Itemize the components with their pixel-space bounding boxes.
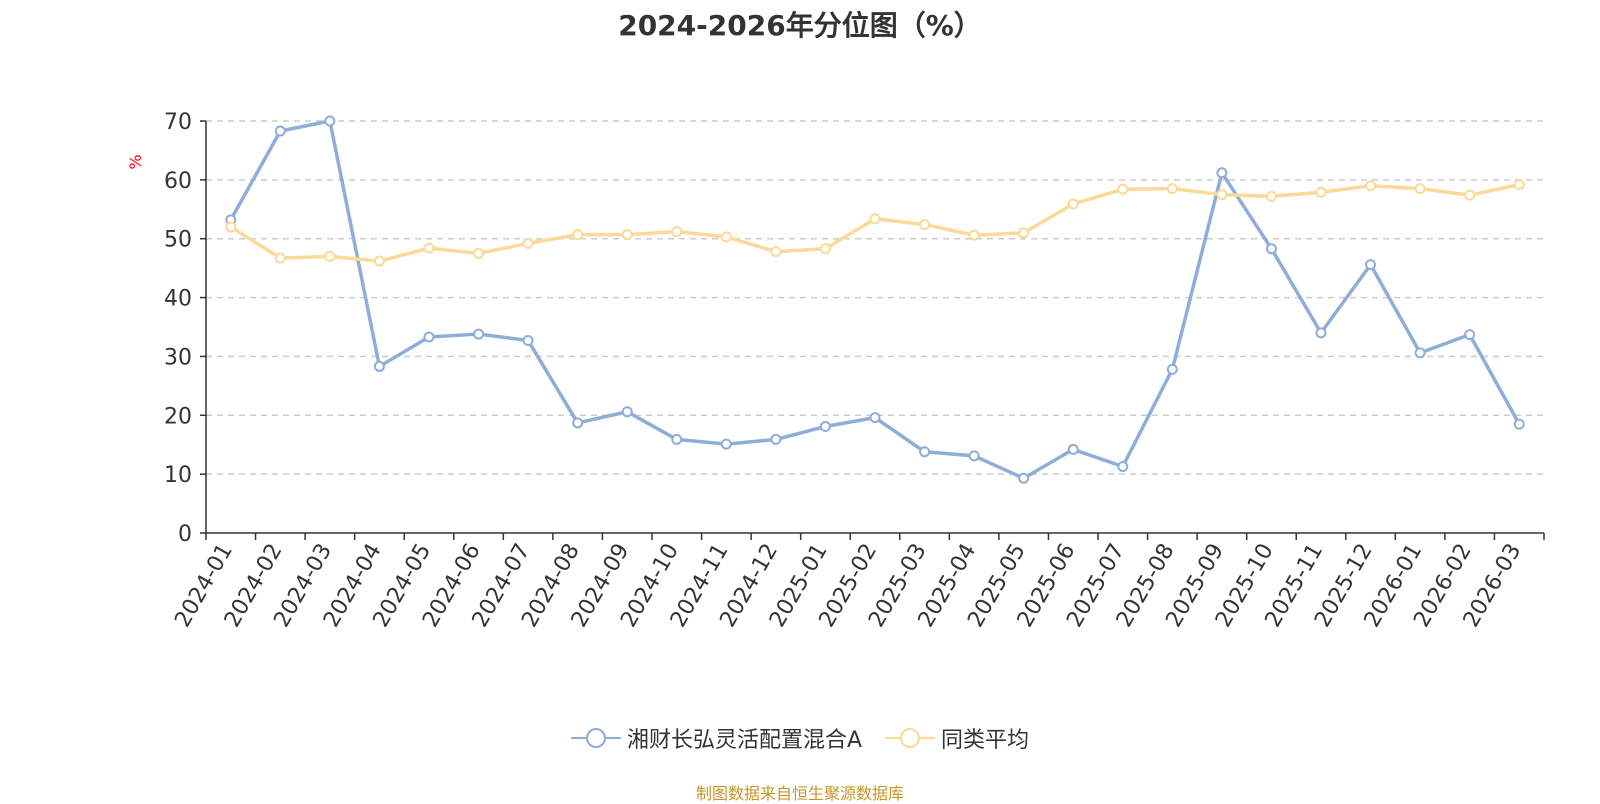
- legend-swatch-peer-average: [885, 728, 936, 748]
- legend-item-peer-average[interactable]: 同类平均: [885, 722, 1029, 754]
- data-point-peer-average-2025-04: [968, 229, 980, 241]
- data-point-fund-2025-07: [1117, 460, 1129, 472]
- data-point-fund-2026-03: [1513, 418, 1525, 430]
- data-point-peer-average-2024-11: [720, 231, 732, 243]
- data-point-peer-average-2025-09: [1216, 189, 1228, 201]
- data-point-peer-average-2025-11: [1315, 186, 1327, 198]
- data-point-peer-average-2024-05: [423, 242, 435, 254]
- data-point-fund-2025-03: [919, 446, 931, 458]
- data-point-peer-average-2024-12: [770, 246, 782, 258]
- legend-swatch-fund: [570, 728, 621, 748]
- data-point-peer-average-2025-01: [819, 243, 831, 255]
- data-point-fund-2025-11: [1315, 327, 1327, 339]
- y-tick-label-40: 40: [164, 287, 192, 312]
- data-point-fund-2024-03: [324, 115, 336, 127]
- data-point-fund-2025-09: [1216, 167, 1228, 179]
- legend-label-fund: 湘财长弘灵活配置混合A: [626, 728, 863, 753]
- data-point-fund-2024-04: [373, 360, 385, 372]
- data-point-peer-average-2024-09: [621, 229, 633, 241]
- data-point-peer-average-2026-01: [1414, 183, 1426, 195]
- data-point-fund-2024-05: [423, 331, 435, 343]
- y-tick-label-70: 70: [164, 110, 192, 135]
- axis-layer: 0102030405060702024-012024-022024-032024…: [164, 110, 1545, 632]
- data-point-fund-2024-10: [671, 433, 683, 445]
- data-point-fund-2025-04: [968, 450, 980, 462]
- legend-item-fund[interactable]: 湘财长弘灵活配置混合A: [570, 722, 863, 754]
- data-point-peer-average-2025-06: [1067, 198, 1079, 210]
- y-tick-label-0: 0: [178, 522, 192, 547]
- data-point-fund-2026-02: [1464, 329, 1476, 341]
- y-axis-unit-label: %: [126, 154, 145, 169]
- data-point-peer-average-2025-03: [919, 219, 931, 231]
- data-point-peer-average-2026-02: [1464, 189, 1476, 201]
- data-point-peer-average-2024-03: [324, 250, 336, 262]
- grid-layer: [206, 120, 1544, 475]
- data-point-peer-average-2024-01: [225, 221, 237, 233]
- data-point-peer-average-2024-04: [373, 255, 385, 267]
- data-point-fund-2024-08: [572, 417, 584, 429]
- data-point-fund-2024-07: [522, 335, 534, 347]
- series-fund: [225, 115, 1525, 484]
- y-tick-label-10: 10: [164, 463, 192, 488]
- data-point-fund-2024-12: [770, 433, 782, 445]
- data-point-peer-average-2026-03: [1513, 179, 1525, 191]
- data-point-fund-2025-02: [869, 412, 881, 424]
- data-point-fund-2025-08: [1166, 363, 1178, 375]
- y-tick-label-60: 60: [164, 169, 192, 194]
- data-point-fund-2025-12: [1365, 259, 1377, 271]
- data-point-peer-average-2025-05: [1018, 227, 1030, 239]
- data-point-peer-average-2024-02: [274, 252, 286, 264]
- data-point-fund-2024-11: [720, 438, 732, 450]
- data-point-peer-average-2024-06: [473, 247, 485, 259]
- series-layer: [225, 115, 1525, 484]
- data-point-fund-2025-10: [1265, 243, 1277, 255]
- data-point-fund-2024-02: [274, 125, 286, 137]
- data-point-peer-average-2024-07: [522, 237, 534, 249]
- data-point-fund-2025-01: [819, 420, 831, 432]
- legend-label-peer-average: 同类平均: [941, 728, 1030, 753]
- data-point-fund-2026-01: [1414, 347, 1426, 359]
- series-line-fund: [229, 119, 1521, 481]
- data-point-peer-average-2024-10: [671, 226, 683, 238]
- data-point-fund-2024-06: [473, 328, 485, 340]
- legend: 湘财长弘灵活配置混合A 同类平均: [0, 722, 1600, 754]
- data-point-fund-2025-06: [1067, 443, 1079, 455]
- data-point-fund-2024-09: [621, 406, 633, 418]
- data-point-peer-average-2025-08: [1166, 183, 1178, 195]
- data-point-peer-average-2025-07: [1117, 183, 1129, 195]
- series-peer-average: [225, 179, 1525, 267]
- y-tick-label-20: 20: [164, 404, 192, 429]
- y-tick-label-30: 30: [164, 345, 192, 370]
- data-point-peer-average-2025-10: [1265, 190, 1277, 202]
- data-point-peer-average-2025-12: [1365, 180, 1377, 192]
- data-point-peer-average-2024-08: [572, 229, 584, 241]
- source-note: 制图数据来自恒生聚源数据库: [695, 784, 904, 803]
- data-point-peer-average-2025-02: [869, 213, 881, 225]
- data-point-fund-2025-05: [1018, 472, 1030, 484]
- y-tick-label-50: 50: [164, 228, 192, 253]
- chart-title: 2024-2026年分位图（%）: [618, 9, 982, 42]
